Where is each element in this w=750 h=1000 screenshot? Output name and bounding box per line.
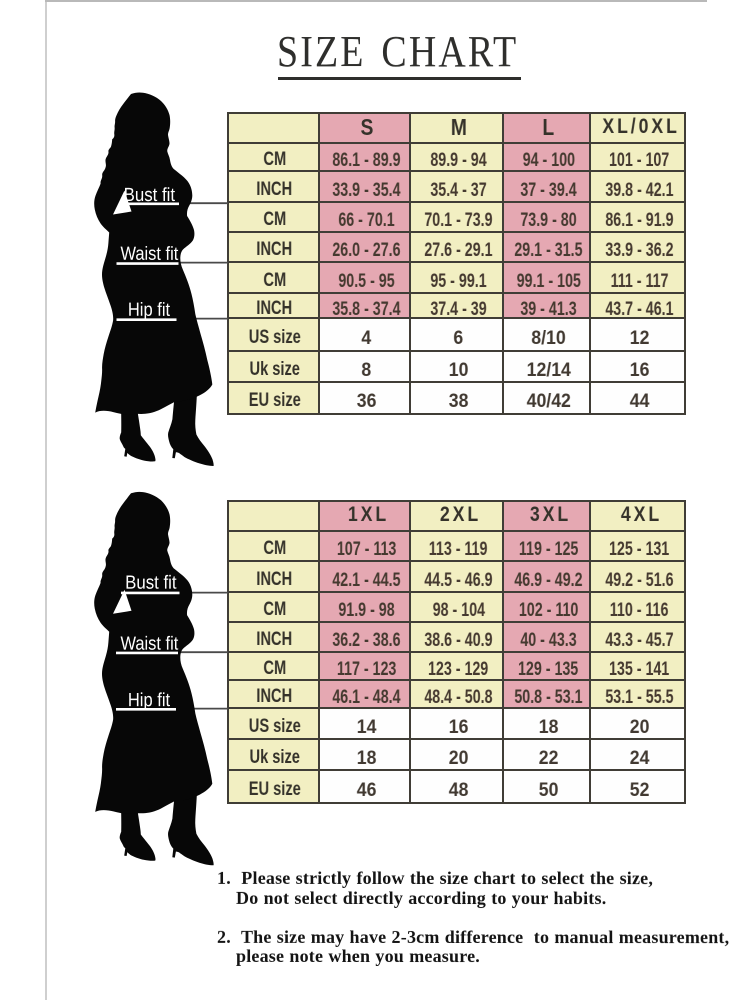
svg-text:Hip fit: Hip fit: [128, 690, 171, 711]
svg-text:Bust fit: Bust fit: [125, 573, 177, 594]
svg-text:Waist fit: Waist fit: [120, 244, 178, 265]
svg-text:Bust fit: Bust fit: [124, 185, 176, 206]
svg-text:Waist fit: Waist fit: [120, 634, 178, 655]
svg-text:Hip fit: Hip fit: [128, 300, 171, 321]
